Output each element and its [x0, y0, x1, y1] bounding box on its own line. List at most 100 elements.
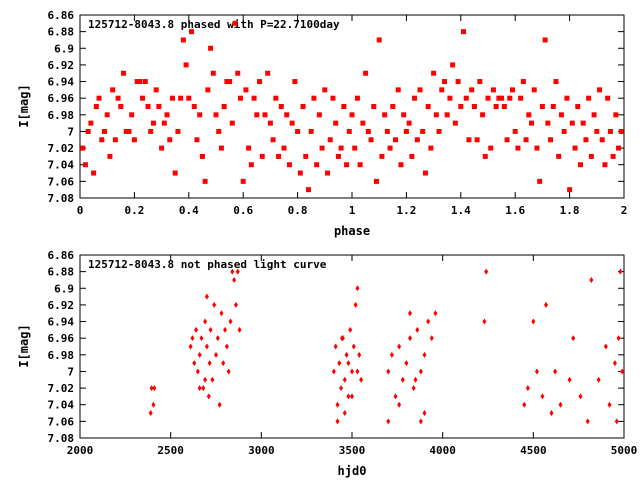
data-point: [189, 29, 195, 35]
data-point: [330, 95, 336, 101]
data-point: [397, 343, 402, 350]
data-point: [363, 70, 369, 76]
y-tick-label: 7.02: [48, 142, 75, 155]
data-point: [384, 128, 390, 134]
data-point: [522, 401, 527, 408]
data-point: [398, 162, 404, 168]
data-point: [221, 360, 226, 367]
data-point: [400, 376, 405, 383]
data-point: [414, 137, 420, 143]
data-point: [422, 351, 427, 358]
data-point: [161, 120, 167, 126]
y-tick-label: 7.02: [48, 382, 75, 395]
data-point: [311, 95, 317, 101]
data-point: [202, 178, 208, 184]
data-point: [406, 120, 412, 126]
data-point: [150, 120, 156, 126]
data-point: [594, 128, 600, 134]
data-point: [118, 104, 124, 109]
data-point: [201, 385, 206, 392]
data-point: [515, 145, 521, 151]
data-point: [389, 351, 394, 358]
y-axis-label: I[mag]: [17, 84, 31, 127]
data-point: [216, 128, 222, 134]
data-point: [496, 95, 502, 101]
data-point: [426, 318, 431, 325]
data-point: [386, 418, 391, 425]
data-point: [444, 112, 450, 118]
data-point: [327, 137, 333, 143]
data-point: [393, 393, 398, 400]
data-point: [480, 112, 486, 118]
data-point: [341, 104, 347, 109]
data-point: [107, 153, 113, 159]
data-point: [240, 178, 246, 184]
x-tick-label: 4500: [520, 444, 547, 457]
data-point: [359, 376, 364, 383]
data-point: [618, 268, 623, 275]
data-point: [210, 376, 215, 383]
data-point: [203, 318, 208, 325]
data-point: [349, 112, 355, 118]
data-point: [542, 37, 548, 43]
data-point: [387, 145, 393, 151]
data-point: [91, 170, 97, 176]
data-point: [599, 137, 605, 143]
data-point: [534, 368, 539, 375]
data-point: [614, 418, 619, 425]
data-point: [616, 145, 622, 151]
data-point: [333, 343, 338, 350]
data-point: [620, 368, 625, 375]
data-point: [267, 120, 273, 126]
data-point: [265, 70, 271, 76]
data-point: [613, 112, 619, 118]
data-point: [429, 335, 434, 342]
data-point: [190, 335, 195, 342]
data-point: [308, 128, 314, 134]
data-point: [589, 276, 594, 283]
x-tick-label: 2000: [67, 444, 94, 457]
data-point: [350, 368, 354, 375]
data-point: [357, 351, 362, 358]
data-point: [488, 145, 494, 151]
data-point: [192, 360, 197, 367]
data-point: [224, 343, 229, 350]
data-point: [289, 120, 295, 126]
data-point: [169, 95, 175, 101]
x-tick-label: 1.2: [396, 204, 416, 217]
data-point: [227, 79, 233, 85]
data-point: [379, 153, 385, 159]
data-point: [226, 368, 231, 375]
data-point: [531, 87, 537, 93]
data-point: [159, 145, 165, 151]
x-tick-label: 0.2: [124, 204, 144, 217]
data-point: [558, 401, 563, 408]
y-tick-label: 6.98: [48, 109, 75, 122]
y-tick-label: 7.04: [48, 399, 75, 412]
data-point: [197, 385, 202, 392]
data-point: [512, 128, 518, 134]
data-point: [431, 70, 437, 76]
data-point: [297, 170, 303, 176]
data-point: [175, 128, 181, 134]
data-point: [194, 326, 199, 333]
data-point: [248, 162, 254, 168]
data-point: [360, 120, 366, 126]
data-points: [80, 20, 624, 193]
data-point: [104, 112, 110, 118]
data-point: [607, 401, 612, 408]
data-point: [112, 137, 118, 143]
data-point: [415, 326, 420, 333]
y-tick-label: 7.06: [48, 175, 75, 188]
data-point: [567, 187, 573, 193]
data-point: [88, 120, 94, 126]
data-point: [610, 153, 616, 159]
data-point: [346, 128, 352, 134]
x-tick-label: 4000: [429, 444, 456, 457]
data-point: [229, 120, 235, 126]
y-tick-label: 6.86: [48, 249, 75, 262]
data-point: [335, 401, 340, 408]
data-point: [463, 95, 469, 101]
data-point: [412, 95, 418, 101]
data-point: [208, 45, 214, 51]
